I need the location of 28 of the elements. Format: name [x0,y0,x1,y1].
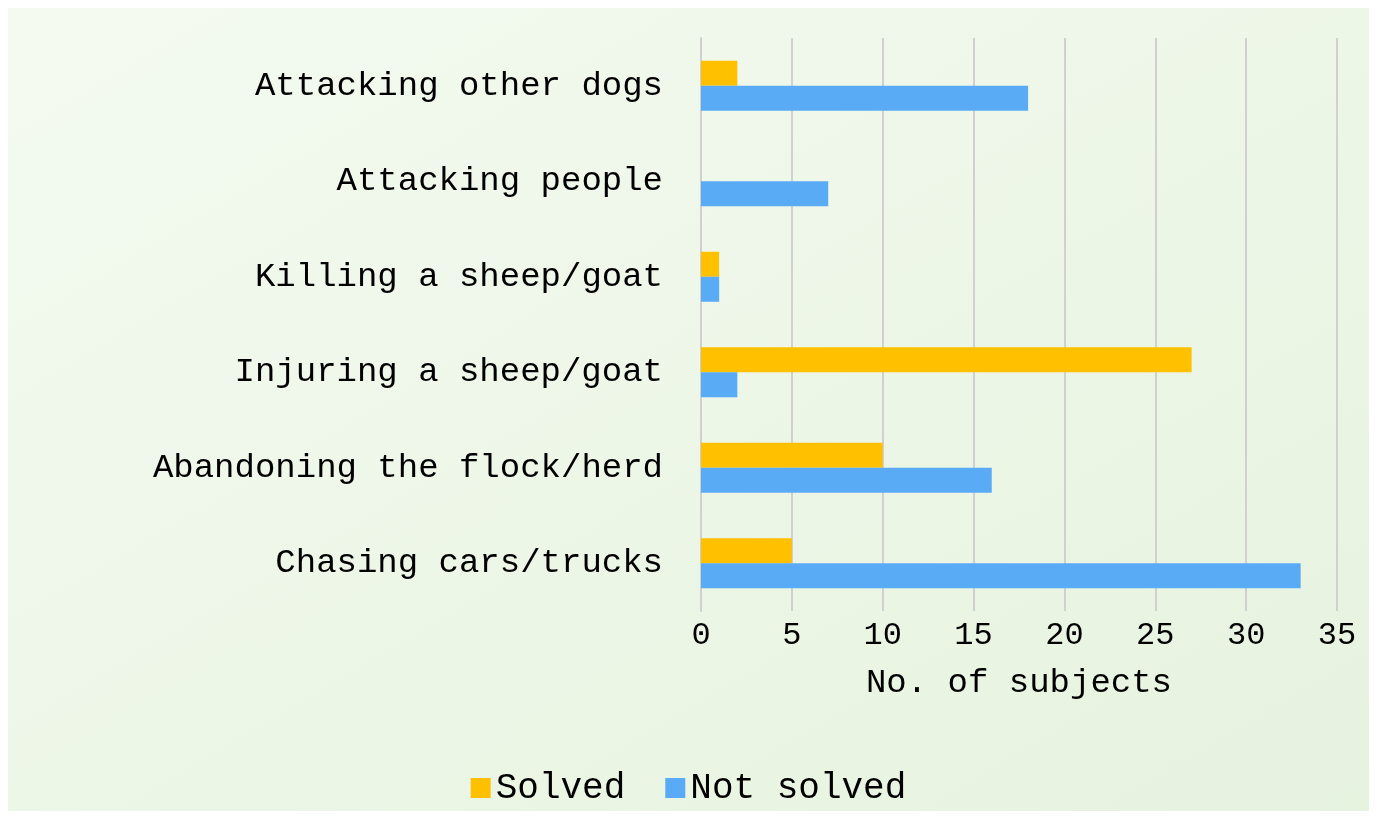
bar [701,276,720,302]
y-tick-label: Abandoning the flock/herd [152,448,663,487]
x-tick-label: 10 [863,616,902,654]
y-tick-label: Attacking people [336,162,663,201]
y-tick-label: Killing a sheep/goat [254,257,663,296]
x-tick-label: 20 [1045,616,1084,654]
x-tick-label: 35 [1317,616,1357,654]
bar [701,181,829,207]
legend-label: Solved [495,767,626,809]
y-tick-label: Chasing cars/trucks [275,544,663,583]
x-tick-label: 25 [1136,616,1175,654]
bar [701,442,883,468]
bar [701,538,792,564]
bar [701,85,1029,111]
bar [701,467,992,493]
y-tick-label: Injuring a sheep/goat [234,353,663,392]
x-tick-label: 5 [782,616,802,654]
bar [701,251,720,277]
legend-label: Not solved [690,767,907,809]
bar [701,372,738,398]
x-tick-label: 0 [691,616,711,654]
bar [701,347,1192,373]
bar [701,563,1301,589]
x-tick-label: 30 [1226,616,1266,654]
bar [701,60,738,86]
y-tick-label: Attacking other dogs [254,66,663,105]
x-tick-label: 15 [954,616,993,654]
x-axis-title: No. of subjects [865,664,1173,702]
